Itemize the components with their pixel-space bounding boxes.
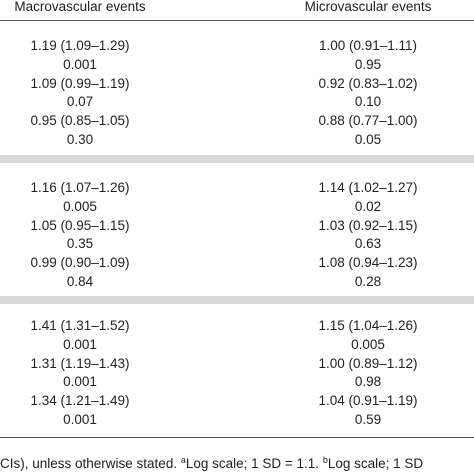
p-value: 0.95 [354,56,382,72]
p-value: 0.05 [354,132,382,147]
p-value: 0.07 [66,94,94,110]
p-value: 0.001 [63,412,97,427]
estimate: 1.00 (0.89–1.12) [318,355,418,371]
footnote: CIs), unless otherwise stated. aLog scal… [0,456,423,472]
p-value: 0.001 [63,374,97,390]
estimate: 1.15 (1.04–1.26) [318,318,418,333]
p-value: 0.10 [354,94,382,110]
bottom-rule [0,437,474,438]
footnote-text: CIs), unless otherwise stated. [0,456,181,471]
p-value: 0.59 [354,412,382,427]
estimate: 1.04 (0.91–1.19) [318,393,418,409]
estimate: 1.16 (1.07–1.26) [30,180,130,195]
column-header: Macrovascular events [14,0,146,14]
estimate: 1.00 (0.91–1.11) [318,38,418,53]
p-value: 0.005 [351,336,385,352]
p-value: 0.84 [66,274,94,289]
p-value: 0.28 [354,274,382,289]
estimate: 1.19 (1.09–1.29) [30,38,130,53]
p-value: 0.001 [63,56,97,72]
estimate: 1.09 (0.99–1.19) [30,75,130,91]
p-value: 0.005 [63,198,97,214]
estimate: 1.14 (1.02–1.27) [318,180,418,195]
footnote-marker: b [322,455,328,465]
estimate: 1.05 (0.95–1.15) [30,217,130,233]
p-value: 0.35 [66,236,94,252]
estimate: 1.41 (1.31–1.52) [30,318,130,333]
estimate: 0.92 (0.83–1.02) [318,75,418,91]
estimate: 0.88 (0.77–1.00) [318,113,418,129]
estimate: 1.03 (0.92–1.15) [318,217,418,233]
estimate: 0.99 (0.90–1.09) [30,255,130,271]
estimate: 0.95 (0.85–1.05) [30,113,130,129]
group-separator [0,296,474,304]
p-value: 0.98 [354,374,382,390]
estimate: 1.08 (0.94–1.23) [318,255,418,271]
footnote-text: Log scale; 1 SD = 1.1. [185,456,323,471]
group-separator [0,155,474,163]
p-value: 0.001 [63,336,97,352]
footnote-marker: a [180,455,186,465]
header-rule [0,20,474,21]
footnote-text: Log scale; 1 SD [327,456,424,471]
estimate: 1.31 (1.19–1.43) [30,355,130,371]
p-value: 0.02 [354,198,382,214]
p-value: 0.30 [66,132,94,147]
column-header: Microvascular events [304,0,432,14]
estimate: 1.34 (1.21–1.49) [30,393,130,409]
p-value: 0.63 [354,236,382,252]
